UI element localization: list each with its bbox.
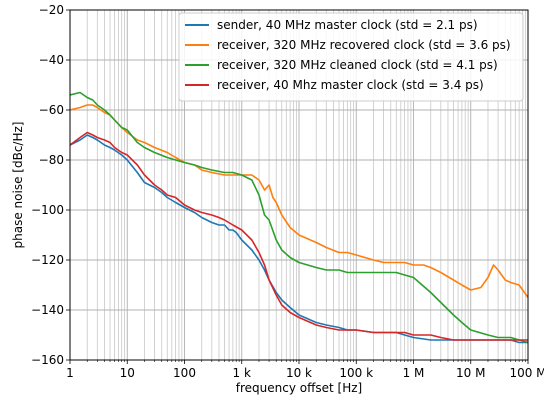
x-tick-label: 1 k: [233, 366, 251, 380]
series-line-4: [70, 131, 528, 341]
series-line-2: [70, 104, 528, 298]
y-tick-label: −120: [31, 253, 64, 267]
y-tick-labels: −20 −40 −60 −80 −100 −120 −140 −160: [31, 3, 64, 367]
x-tick-label: 10 k: [286, 366, 312, 380]
x-tick-label: 100: [173, 366, 196, 380]
y-tick-label: −140: [31, 303, 64, 317]
y-tick-label: −60: [39, 103, 64, 117]
legend-entry: receiver, 320 MHz cleaned clock (std = 4…: [217, 58, 498, 72]
x-tick-label: 10 M: [456, 366, 485, 380]
y-tick-label: −100: [31, 203, 64, 217]
y-axis-label: phase noise [dBc/Hz]: [11, 122, 25, 249]
y-tick-label: −20: [39, 3, 64, 17]
axis-ticks: [66, 9, 529, 364]
x-tick-label: 100 M: [509, 366, 544, 380]
series-line-1: [70, 134, 528, 344]
legend-entry: receiver, 320 MHz recovered clock (std =…: [217, 38, 511, 52]
y-tick-label: −80: [39, 153, 64, 167]
x-tick-label: 1: [66, 366, 74, 380]
series-layer: [70, 91, 528, 344]
legend: sender, 40 MHz master clock (std = 2.1 p…: [178, 12, 524, 102]
legend-entry: sender, 40 MHz master clock (std = 2.1 p…: [217, 18, 478, 32]
x-axis-label: frequency offset [Hz]: [236, 381, 362, 395]
series-line-3: [70, 91, 528, 344]
x-tick-label: 1 M: [403, 366, 425, 380]
y-tick-label: −160: [31, 353, 64, 367]
x-tick-label: 100 k: [339, 366, 373, 380]
legend-box: [178, 12, 524, 102]
y-tick-label: −40: [39, 53, 64, 67]
x-tick-labels: 1 10 100 1 k 10 k 100 k 1 M 10 M 100 M: [66, 366, 544, 380]
x-tick-label: 10: [120, 366, 135, 380]
legend-entry: receiver, 40 Mhz master clock (std = 3.4…: [217, 78, 484, 92]
